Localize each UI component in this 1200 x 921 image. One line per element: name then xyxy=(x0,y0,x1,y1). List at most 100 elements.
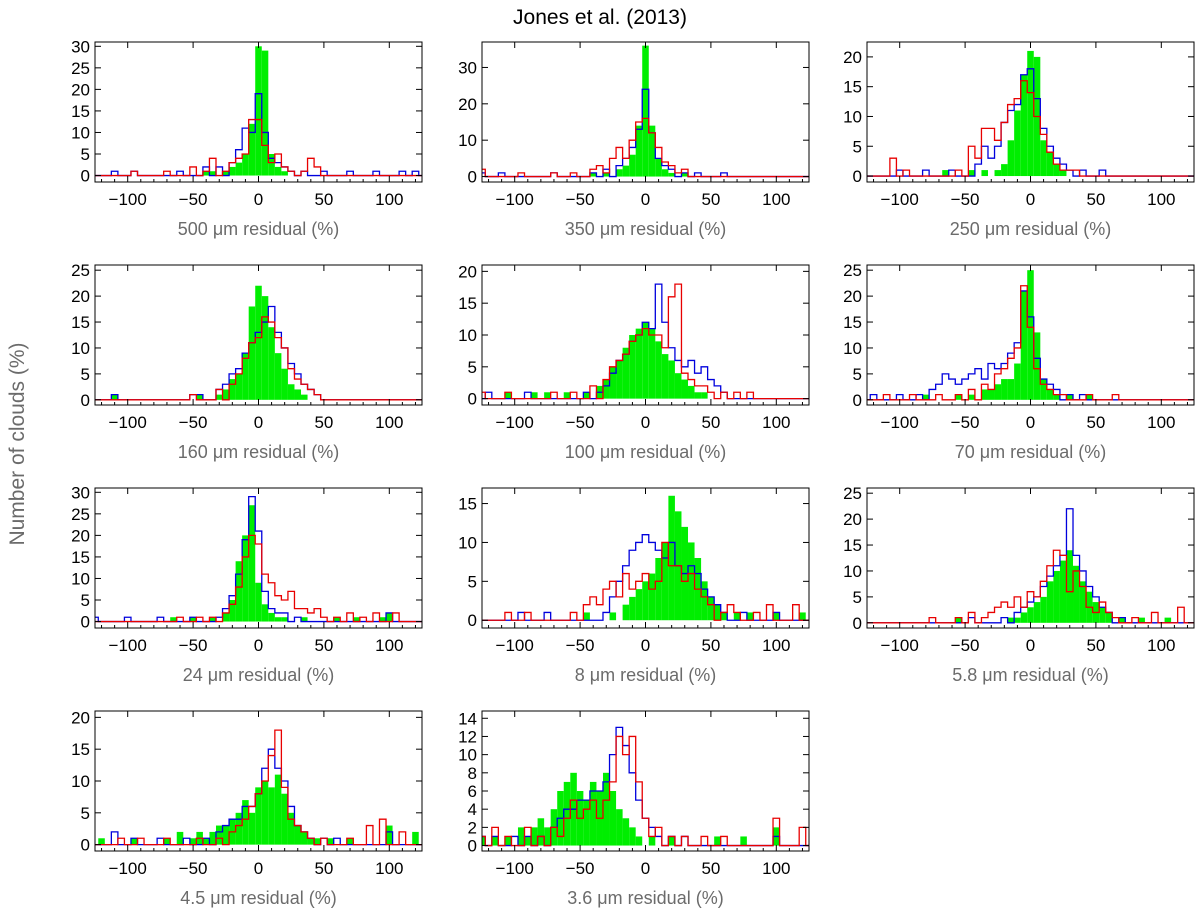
histogram-bar-green xyxy=(629,827,636,846)
histogram-bar-green xyxy=(379,617,387,622)
histogram-bar-green xyxy=(1099,607,1106,623)
histogram-bar-green xyxy=(229,600,236,622)
histogram-bar-green xyxy=(242,154,249,176)
y-tick-label: 25 xyxy=(843,484,862,503)
y-tick-label: 15 xyxy=(71,740,90,759)
x-tick-label: 0 xyxy=(641,413,650,432)
x-tick-label: 50 xyxy=(701,413,720,432)
histogram-bar-green xyxy=(281,171,288,176)
x-axis-label: 3.6 μm residual (%) xyxy=(567,888,723,908)
histogram-bar-green xyxy=(189,617,197,622)
x-tick-label: 100 xyxy=(762,636,790,655)
histogram-bar-green xyxy=(268,154,275,176)
histogram-bar-green xyxy=(1066,394,1074,400)
histogram-bar-green xyxy=(294,825,302,845)
histogram-step-line-red xyxy=(95,534,422,623)
y-tick-label: 4 xyxy=(468,800,477,819)
y-tick-label: 10 xyxy=(843,107,862,126)
histogram-bar-green xyxy=(1001,379,1008,400)
y-tick-label: 30 xyxy=(71,483,90,502)
histogram-bar-green xyxy=(255,787,262,845)
histogram-bar-green xyxy=(1001,164,1008,177)
y-tick-label: 10 xyxy=(458,533,477,552)
histogram-bar-green xyxy=(642,581,649,621)
histogram-bar-green xyxy=(1138,617,1145,623)
histogram-bar-green xyxy=(987,389,995,400)
histogram-bar-green xyxy=(1007,379,1015,400)
x-tick-label: 100 xyxy=(375,636,403,655)
histogram-bar-green xyxy=(215,394,223,400)
y-tick-label: 14 xyxy=(458,709,477,728)
histogram-bar-green xyxy=(635,328,643,399)
histogram-bar-green xyxy=(661,542,669,621)
histogram-step-line-red xyxy=(95,118,422,177)
y-tick-label: 10 xyxy=(458,326,477,345)
histogram-bar-green xyxy=(799,612,806,621)
histogram-bar-green xyxy=(255,46,262,176)
histogram-bar-green xyxy=(544,827,551,846)
x-tick-label: −100 xyxy=(109,190,147,209)
histogram-bar-green xyxy=(655,158,662,177)
histogram-bar-green xyxy=(1053,164,1060,177)
plot-area xyxy=(482,283,809,400)
histogram-bar-green xyxy=(968,394,975,400)
y-tick-label: 15 xyxy=(458,294,477,313)
histogram-bar-green xyxy=(274,774,282,845)
x-tick-label: 100 xyxy=(1147,190,1175,209)
histogram-bar-green xyxy=(314,838,321,845)
histogram-bar-green xyxy=(1033,332,1041,400)
y-tick-label: 5 xyxy=(468,358,477,377)
x-tick-label: −50 xyxy=(566,190,595,209)
x-tick-label: −50 xyxy=(566,413,595,432)
histogram-bar-green xyxy=(681,172,689,177)
histogram-bar-green xyxy=(1053,570,1060,623)
histogram-step-line-red xyxy=(95,729,422,846)
histogram-bar-green xyxy=(746,612,754,621)
histogram-bar-green xyxy=(622,818,630,846)
y-tick-label: 0 xyxy=(81,391,90,410)
y-tick-label: 25 xyxy=(71,261,90,280)
histogram-bar-green xyxy=(248,812,256,845)
y-tick-label: 0 xyxy=(468,611,477,630)
x-tick-label: 50 xyxy=(701,190,720,209)
histogram-bar-green xyxy=(609,612,617,621)
x-axis-label: 24 μm residual (%) xyxy=(183,665,334,685)
y-tick-label: 5 xyxy=(81,145,90,164)
histogram-step-line-red xyxy=(867,80,1194,177)
histogram-bar-green xyxy=(281,368,288,400)
histogram-bar-green xyxy=(1040,140,1047,177)
y-tick-label: 10 xyxy=(843,562,862,581)
histogram-bar-green xyxy=(609,366,617,399)
x-tick-label: 0 xyxy=(1026,636,1035,655)
histogram-bar-green xyxy=(616,360,623,399)
histogram-bar-green xyxy=(1105,612,1113,623)
y-tick-label: 15 xyxy=(458,495,477,514)
y-tick-label: 20 xyxy=(71,708,90,727)
histogram-bar-green xyxy=(707,596,715,621)
histogram-panel: −100 −50 0 50 100 0 5 10 15 20 4.5 μm residual (%) xyxy=(71,708,423,908)
histogram-bar-green xyxy=(301,617,308,622)
y-tick-label: 30 xyxy=(71,37,90,56)
histogram-bar-green xyxy=(222,171,230,176)
plot-area xyxy=(867,508,1194,624)
histogram-bar-green xyxy=(942,170,949,177)
histogram-bar-green xyxy=(1040,379,1047,400)
histogram-step-line-red xyxy=(482,735,809,847)
histogram-bar-green xyxy=(720,612,728,621)
histogram-bar-green xyxy=(648,328,656,399)
histogram-bar-green xyxy=(583,612,590,621)
histogram-bar-green xyxy=(353,617,360,622)
histogram-bar-green xyxy=(274,353,282,400)
y-tick-label: 0 xyxy=(853,391,862,410)
histogram-bar-green xyxy=(209,171,216,176)
histogram-bar-green xyxy=(222,825,230,845)
x-tick-label: −100 xyxy=(109,859,147,878)
x-axis-label: 500 μm residual (%) xyxy=(178,219,339,239)
histogram-bar-green xyxy=(602,379,610,399)
y-tick-label: 0 xyxy=(81,613,90,632)
histogram-bar-green xyxy=(261,50,269,176)
y-tick-label: 5 xyxy=(81,365,90,384)
plot-area xyxy=(482,495,809,621)
histogram-bar-green xyxy=(655,558,662,621)
histogram-bar-green xyxy=(688,542,695,621)
